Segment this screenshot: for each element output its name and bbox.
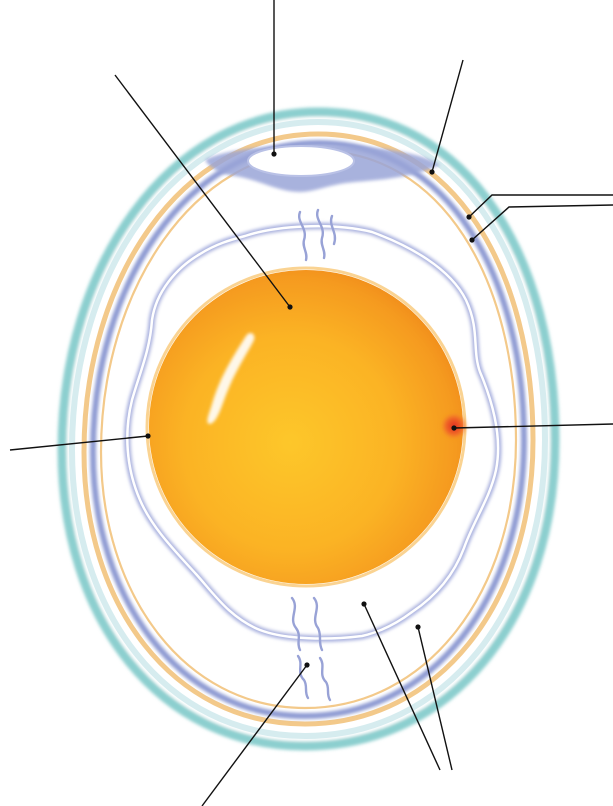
chalaza-top-1 xyxy=(297,210,308,262)
outer-shell-membrane xyxy=(81,131,536,727)
chalaza-bottom-1 xyxy=(290,596,302,652)
inner-shell-membrane xyxy=(89,139,528,720)
dot-germinal-disc xyxy=(451,425,457,431)
leader-inner-shell-membrane xyxy=(471,204,613,241)
dot-chalaza xyxy=(304,662,310,668)
yolk-highlight xyxy=(207,333,255,424)
dot-albumen-thick xyxy=(361,601,367,607)
dot-air-cell xyxy=(271,151,277,157)
leader-lines xyxy=(9,0,613,806)
chalaza-top-3 xyxy=(329,214,337,246)
dot-yolk xyxy=(287,304,293,310)
leader-yolk xyxy=(114,74,291,308)
shell-inner-tint xyxy=(68,118,549,740)
leader-vitelline-membrane xyxy=(9,435,149,451)
chalaza-bottom-2 xyxy=(312,596,324,652)
chalaza-bottom-3 xyxy=(296,654,310,700)
dot-outer-shell-membrane xyxy=(466,214,472,220)
shell-membranes xyxy=(81,131,536,727)
albumen-thick-edge xyxy=(126,224,500,640)
yolk xyxy=(145,266,468,588)
leader-albumen-thin xyxy=(417,626,453,771)
air-cell-space xyxy=(247,145,355,177)
leader-dots xyxy=(145,151,475,668)
dot-albumen-thin xyxy=(415,624,421,630)
dot-vitelline-membrane xyxy=(145,433,151,439)
chalaza-top-2 xyxy=(315,208,326,260)
dot-inner-shell-membrane xyxy=(469,237,475,243)
leader-chalaza xyxy=(201,664,308,806)
leader-germinal-disc xyxy=(453,423,613,429)
leader-outer-shell-membrane xyxy=(468,194,613,218)
inner-shell-membrane-line xyxy=(99,149,518,710)
leader-shell xyxy=(431,59,464,173)
dot-shell xyxy=(429,169,435,175)
chalaza xyxy=(290,208,337,702)
chalaza-bottom-4 xyxy=(318,656,332,702)
leader-albumen-thick xyxy=(363,603,441,771)
yolk-body xyxy=(149,270,463,584)
